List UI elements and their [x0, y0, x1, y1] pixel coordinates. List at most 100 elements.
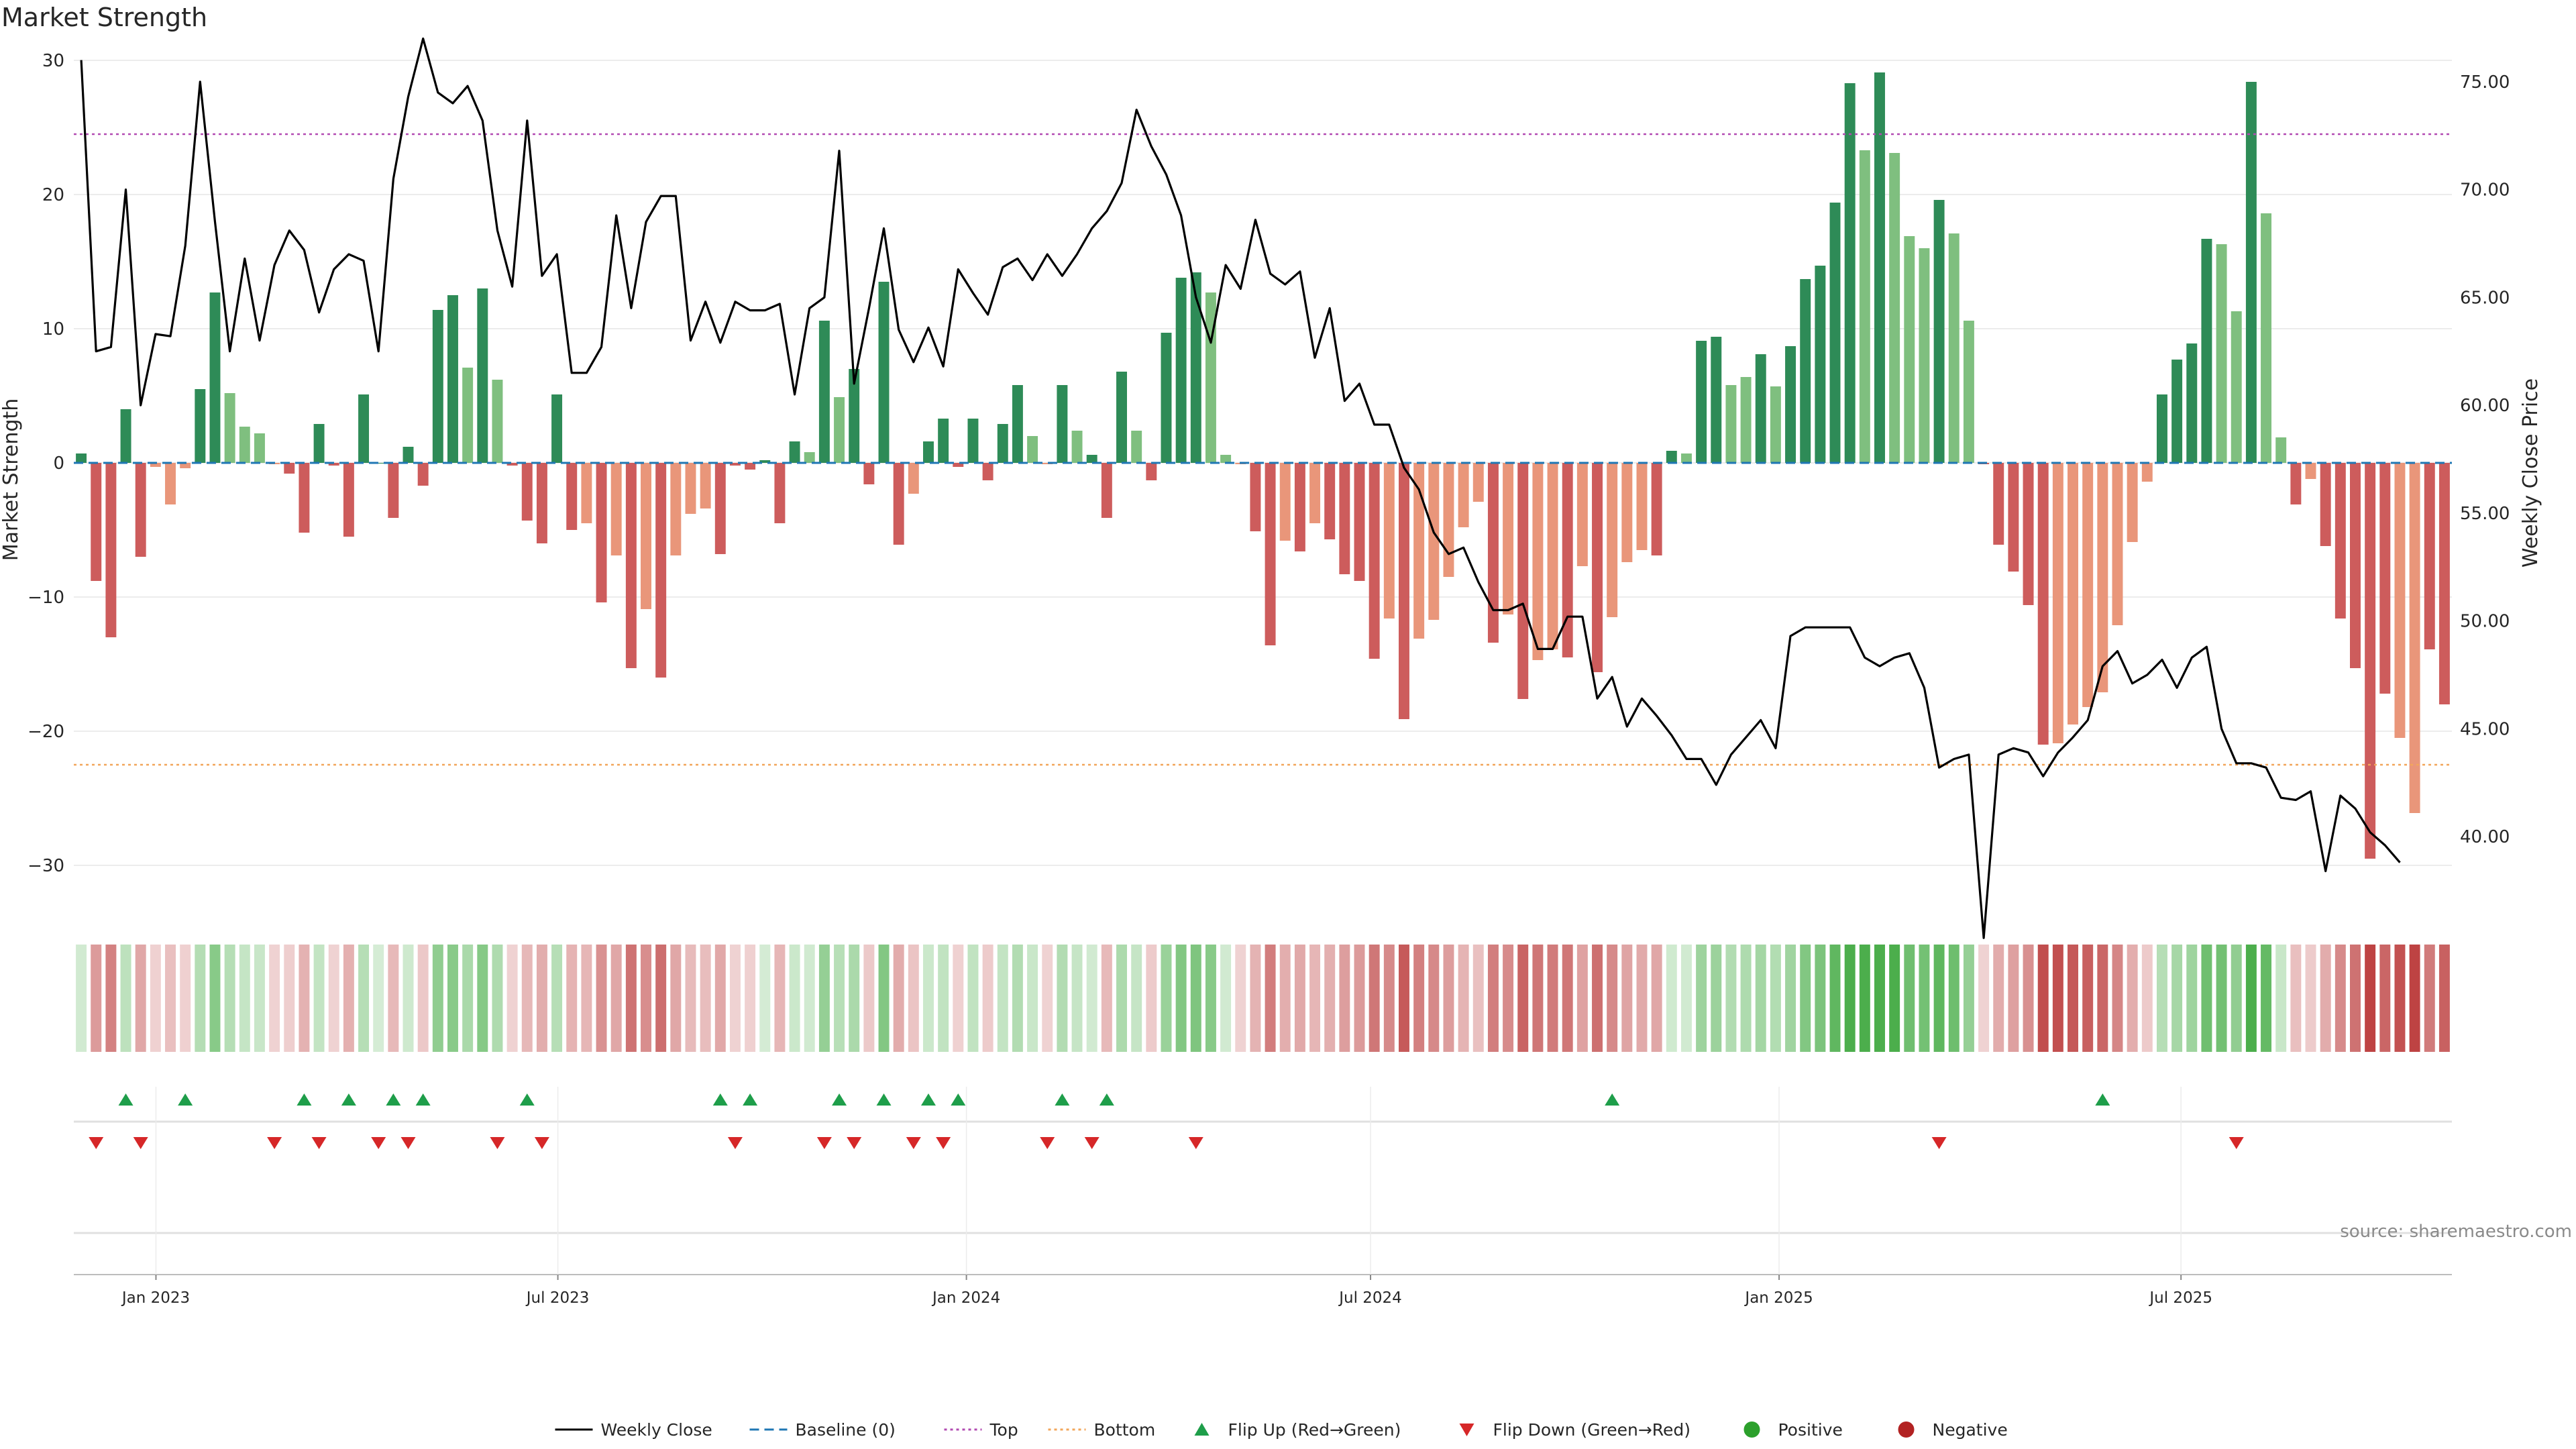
strength-bar	[2334, 463, 2346, 619]
strength-bar	[610, 463, 622, 555]
heat-cell	[1027, 945, 1038, 1052]
strength-bar	[224, 393, 235, 463]
strength-bar	[1859, 150, 1870, 463]
strength-bar	[2275, 437, 2287, 463]
strength-bar	[1770, 386, 1781, 463]
heat-cell	[1220, 945, 1232, 1052]
flip-up-marker	[876, 1093, 892, 1106]
strength-bar	[685, 463, 696, 514]
strength-bar	[2350, 463, 2361, 668]
strength-bar	[670, 463, 682, 555]
heat-cell	[2290, 945, 2302, 1052]
heat-cell	[745, 945, 756, 1052]
strength-bar	[714, 463, 726, 554]
flip-up-marker	[1605, 1093, 1620, 1106]
legend-label: Top	[989, 1420, 1018, 1440]
strength-bar	[2023, 463, 2034, 605]
heat-cell	[417, 945, 429, 1052]
flip-up-marker	[1099, 1093, 1114, 1106]
strength-bar	[1116, 372, 1127, 463]
heat-cell	[1711, 945, 1722, 1052]
heat-cell	[1547, 945, 1558, 1052]
legend-item: Flip Up (Red→Green)	[1194, 1420, 1401, 1440]
strength-bar	[1696, 341, 1707, 463]
strength-bar	[1146, 463, 1157, 480]
y-tick-label: 0	[53, 453, 64, 474]
flip-down-marker	[1040, 1137, 1055, 1149]
strength-bar	[625, 463, 637, 668]
strength-bar	[2097, 463, 2108, 692]
y2-tick-label: 65.00	[2460, 288, 2510, 308]
strength-bar	[1815, 266, 1826, 463]
heat-cell	[1265, 945, 1276, 1052]
strength-bar	[1101, 463, 1112, 518]
heat-cell	[849, 945, 860, 1052]
heat-cell	[506, 945, 518, 1052]
legend-label: Positive	[1778, 1420, 1843, 1440]
strength-bar	[1562, 463, 1573, 657]
strength-bar	[849, 369, 860, 463]
strength-bar	[76, 453, 87, 463]
heat-cell	[1309, 945, 1321, 1052]
strength-bar	[967, 419, 979, 463]
heat-cell	[343, 945, 354, 1052]
strength-bar	[2261, 213, 2272, 463]
heat-cell	[908, 945, 919, 1052]
strength-bar	[1086, 455, 1097, 463]
heat-cell	[239, 945, 250, 1052]
heat-cell	[1205, 945, 1216, 1052]
heat-cell	[2275, 945, 2287, 1052]
heat-cell	[1057, 945, 1068, 1052]
heat-cell	[224, 945, 235, 1052]
strength-bar	[1889, 153, 1900, 463]
heat-cell	[1607, 945, 1618, 1052]
heat-cell	[2216, 945, 2227, 1052]
strength-bar	[447, 295, 458, 463]
strength-bar	[1666, 451, 1677, 463]
triangle-down-icon	[1459, 1424, 1474, 1436]
legend-item: Bottom	[1048, 1420, 1155, 1440]
heat-cell	[967, 945, 979, 1052]
strength-bar	[180, 463, 191, 468]
strength-bar	[284, 463, 295, 474]
circle-icon	[1898, 1421, 1915, 1438]
y-tick-label: −30	[28, 856, 64, 876]
flip-down-marker	[534, 1137, 549, 1149]
flip-down-marker	[89, 1137, 104, 1149]
strength-bar	[2231, 311, 2242, 463]
flip-up-marker	[1055, 1093, 1070, 1106]
strength-bar	[2394, 463, 2406, 738]
strength-bar	[1428, 463, 1440, 620]
heat-cell	[818, 945, 830, 1052]
strength-bar	[1190, 272, 1201, 463]
strength-bar	[492, 380, 503, 463]
strength-bar	[299, 463, 310, 533]
legend: Weekly Close Baseline (0) Top Bottom Flip Up…	[555, 1420, 2008, 1440]
y-tick-label: 30	[42, 51, 64, 71]
flip-up-marker	[297, 1093, 312, 1106]
strength-bar	[2290, 463, 2302, 504]
heat-cell	[536, 945, 547, 1052]
strength-bar	[1279, 463, 1291, 541]
y2-tick-label: 70.00	[2460, 180, 2510, 201]
strength-bar	[2438, 463, 2450, 704]
heat-cell	[2379, 945, 2391, 1052]
strength-bar	[1874, 72, 1885, 463]
strength-bar	[120, 409, 131, 463]
heat-cell	[1651, 945, 1662, 1052]
strength-bar	[789, 441, 800, 463]
strength-bar	[2112, 463, 2123, 625]
flip-up-marker	[519, 1093, 535, 1106]
heat-cell	[2141, 945, 2153, 1052]
strength-bar	[2379, 463, 2391, 694]
heat-cell	[2305, 945, 2316, 1052]
strength-bar	[373, 463, 384, 464]
heat-cell	[1294, 945, 1305, 1052]
heat-cell	[938, 945, 949, 1052]
legend-item: Positive	[1743, 1420, 1843, 1440]
strength-bar	[1339, 463, 1350, 574]
heat-cell	[1354, 945, 1365, 1052]
y2-tick-label: 45.00	[2460, 719, 2510, 739]
heat-cell	[1116, 945, 1127, 1052]
heat-cell	[120, 945, 131, 1052]
